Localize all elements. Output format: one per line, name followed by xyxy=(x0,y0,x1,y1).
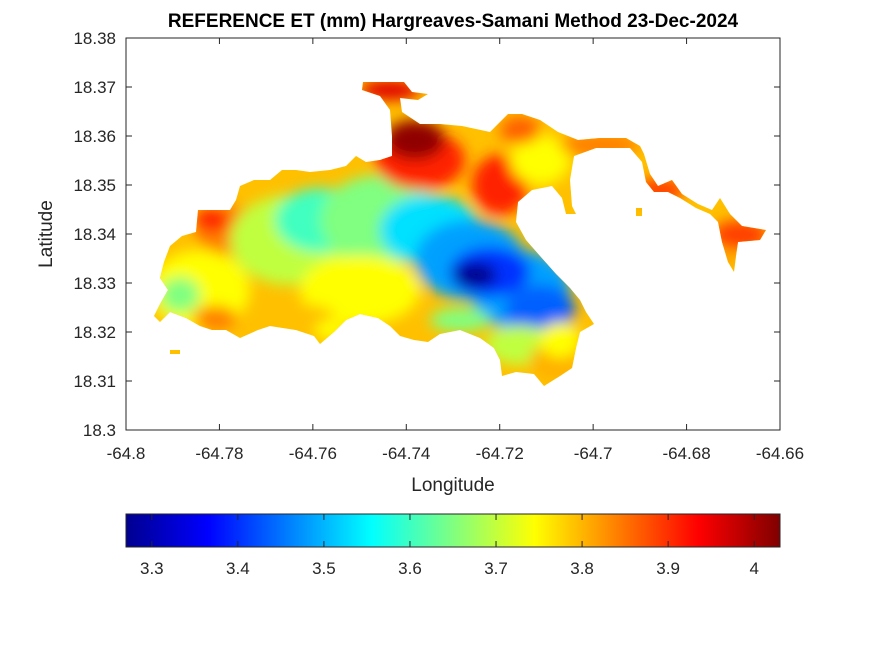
colorbar-tick-label: 3.9 xyxy=(656,559,680,578)
y-axis-ticks: 18.3 18.31 18.32 18.33 18.34 18.35 18.36 18.37 1… xyxy=(73,29,780,440)
x-tick-label: -64.74 xyxy=(382,444,430,463)
y-tick-label: 18.31 xyxy=(73,372,116,391)
colorbar-tick-label: 3.5 xyxy=(312,559,336,578)
colorbar xyxy=(125,513,781,548)
y-tick-label: 18.33 xyxy=(73,274,116,293)
x-tick-label: -64.8 xyxy=(107,444,146,463)
x-tick-label: -64.76 xyxy=(289,444,337,463)
colorbar-tick-label: 3.8 xyxy=(570,559,594,578)
y-tick-label: 18.36 xyxy=(73,127,116,146)
heat-blob xyxy=(385,120,445,160)
x-axis-label: Longitude xyxy=(411,475,494,496)
x-tick-label: -64.7 xyxy=(574,444,613,463)
y-tick-label: 18.34 xyxy=(73,225,116,244)
y-tick-label: 18.3 xyxy=(83,421,116,440)
heat-blob xyxy=(193,306,237,330)
y-tick-label: 18.35 xyxy=(73,176,116,195)
heat-blob xyxy=(430,308,490,332)
y-axis-label: Latitude xyxy=(36,200,57,268)
y-tick-label: 18.32 xyxy=(73,323,116,342)
heat-blob xyxy=(160,277,200,313)
heat-blob xyxy=(194,208,230,232)
x-tick-label: -64.78 xyxy=(195,444,243,463)
heat-blob xyxy=(453,262,497,288)
x-tick-label: -64.68 xyxy=(662,444,710,463)
heat-blob xyxy=(510,135,570,185)
heat-blob xyxy=(300,255,420,325)
heat-blob xyxy=(500,116,540,144)
colorbar-tick-label: 3.6 xyxy=(398,559,422,578)
y-tick-label: 18.38 xyxy=(73,29,116,48)
x-axis-ticks: -64.8 -64.78 -64.76 -64.74 -64.72 -64.7 -64.68… xyxy=(107,38,804,463)
colorbar-tick-label: 3.3 xyxy=(140,559,164,578)
x-tick-label: -64.72 xyxy=(476,444,524,463)
colorbar-ticks: 3.3 3.4 3.5 3.6 3.7 3.8 3.9 4 xyxy=(140,514,759,578)
colorbar-tick-label: 4 xyxy=(749,559,758,578)
x-tick-label: -64.66 xyxy=(756,444,804,463)
chart-title: REFERENCE ET (mm) Hargreaves-Samani Meth… xyxy=(168,11,739,32)
colorbar-tick-label: 3.7 xyxy=(484,559,508,578)
y-tick-label: 18.37 xyxy=(73,78,116,97)
heat-blob xyxy=(540,322,580,358)
colorbar-tick-label: 3.4 xyxy=(226,559,250,578)
